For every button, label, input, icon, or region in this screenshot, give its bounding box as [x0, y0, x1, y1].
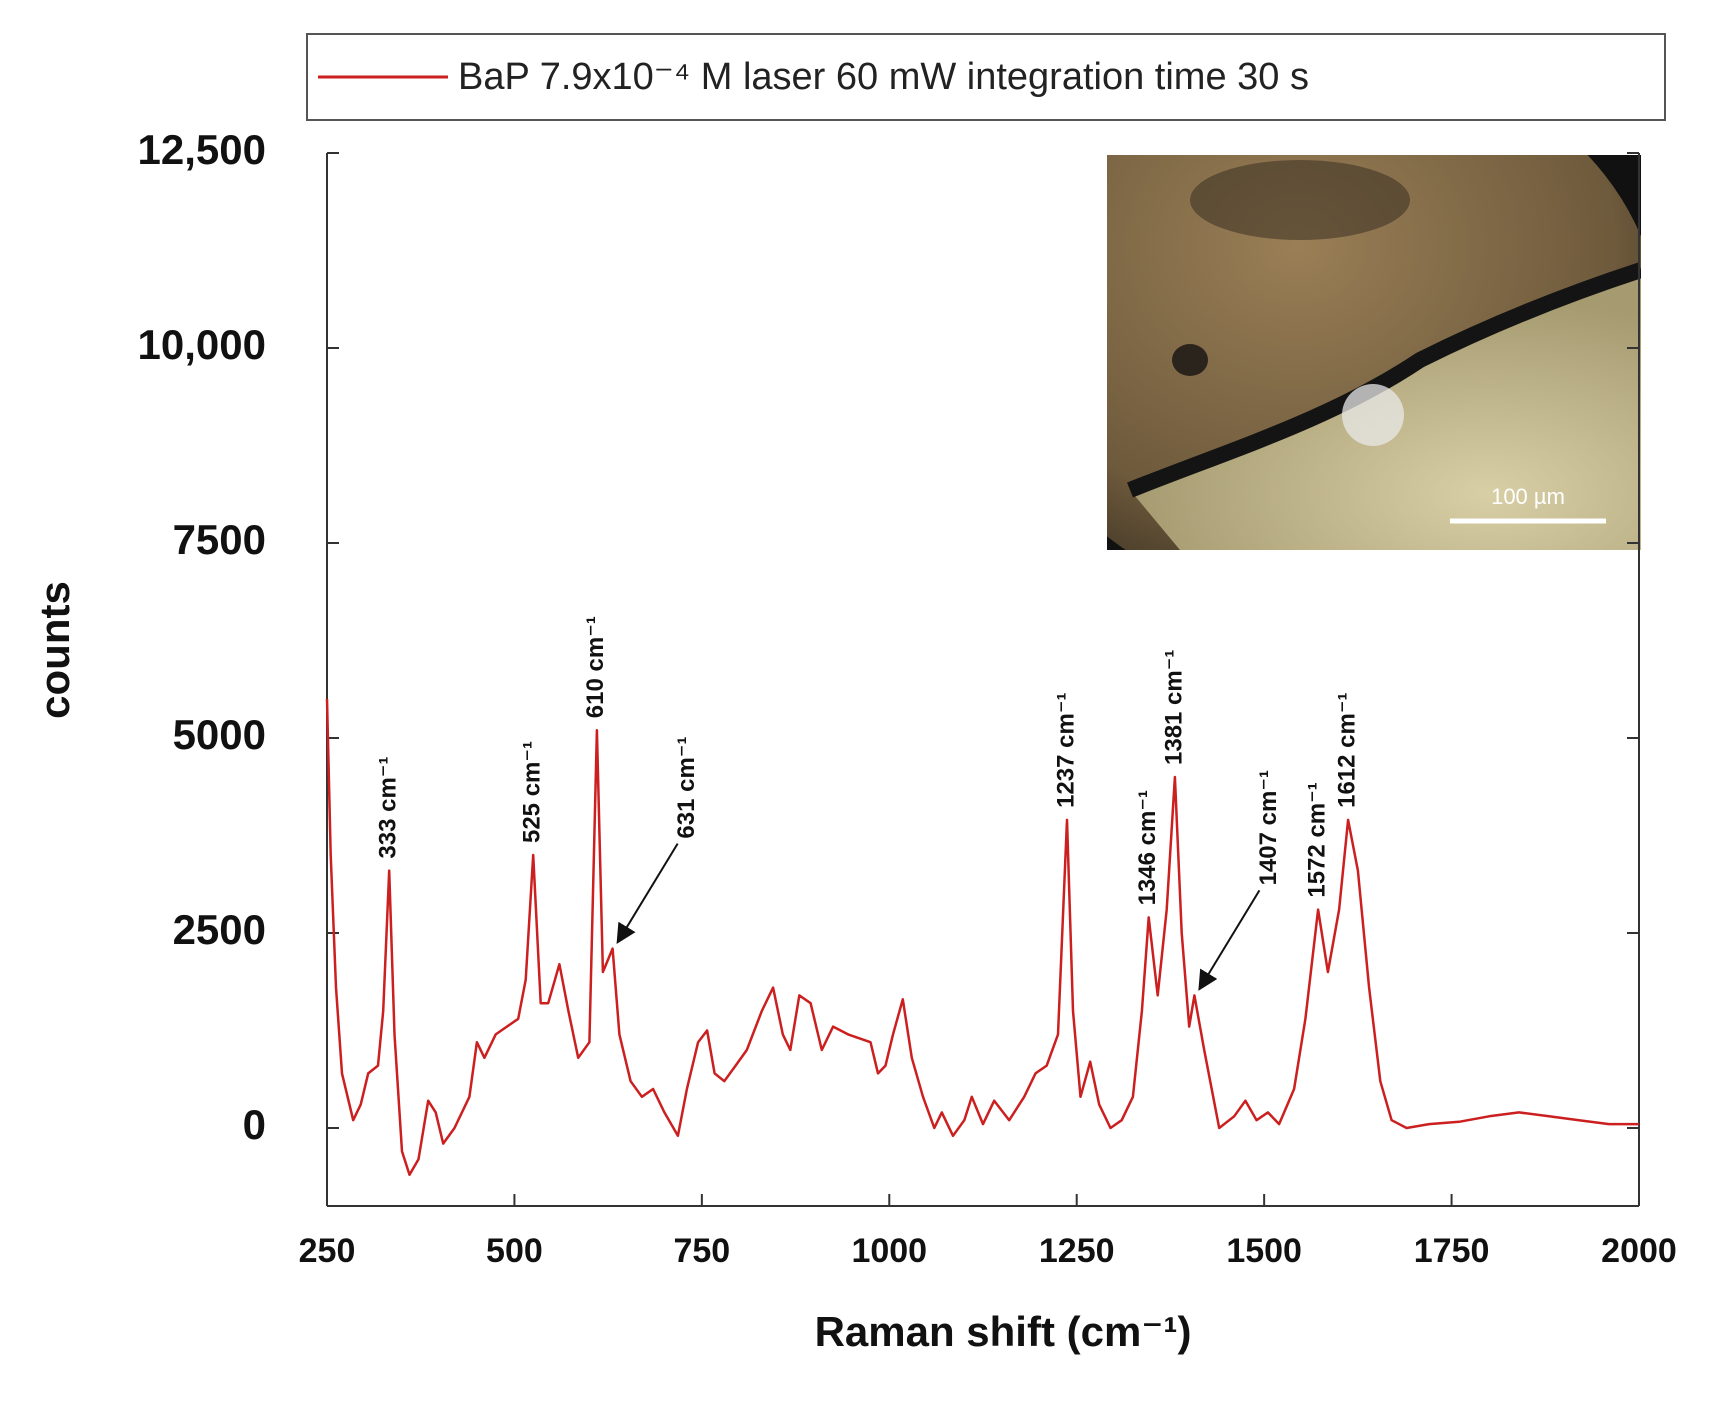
- inset-scale-label: 100 µm: [1491, 484, 1565, 509]
- y-tick-label: 5000: [173, 711, 266, 758]
- x-tick-label: 750: [673, 1232, 730, 1270]
- x-tick-label: 1000: [851, 1232, 927, 1270]
- peak-label: 631 cm⁻¹: [673, 737, 700, 839]
- x-tick-label: 1250: [1039, 1232, 1115, 1270]
- x-tick-label: 1500: [1226, 1232, 1302, 1270]
- y-axis-title: counts: [31, 581, 78, 719]
- spectrum-line: [325, 698, 1639, 1177]
- x-tick-label: 1750: [1414, 1232, 1490, 1270]
- y-tick-label: 12,500: [138, 126, 266, 173]
- x-tick-label: 250: [299, 1232, 356, 1270]
- peak-label: 1381 cm⁻¹: [1160, 650, 1187, 765]
- legend-box: [306, 33, 1666, 121]
- y-tick-label: 0: [243, 1101, 266, 1148]
- peak-label: 610 cm⁻¹: [582, 616, 609, 718]
- x-tick-label: 500: [486, 1232, 543, 1270]
- x-tick-label: 2000: [1601, 1232, 1677, 1270]
- y-tick-label: 10,000: [138, 321, 266, 368]
- y-tick-label: 7500: [173, 516, 266, 563]
- peak-label: 333 cm⁻¹: [375, 757, 402, 859]
- peak-label: 1346 cm⁻¹: [1134, 790, 1161, 905]
- peak-label: 1407 cm⁻¹: [1255, 770, 1282, 885]
- annotation-arrow: [616, 843, 679, 945]
- peak-label: 1237 cm⁻¹: [1052, 692, 1079, 807]
- legend-label: BaP 7.9x10⁻⁴ M laser 60 mW integration t…: [458, 56, 1309, 98]
- inset-image: [1107, 155, 1641, 550]
- y-tick-label: 2500: [173, 906, 266, 953]
- peak-label: 525 cm⁻¹: [519, 741, 546, 843]
- peak-label: 1572 cm⁻¹: [1303, 782, 1330, 897]
- x-axis-title: Raman shift (cm⁻¹): [815, 1308, 1192, 1355]
- annotation-arrow: [1198, 889, 1261, 991]
- peak-label: 1612 cm⁻¹: [1333, 692, 1360, 807]
